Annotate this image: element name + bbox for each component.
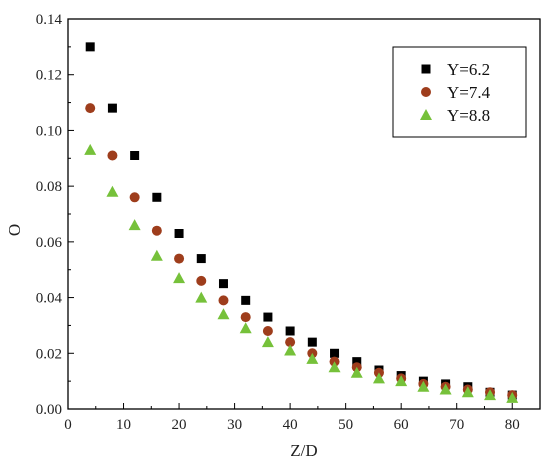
data-point-3 [461,386,474,398]
data-point-2 [174,253,185,264]
y-tick-label: 0.10 [36,123,62,139]
data-point-3 [439,383,452,395]
data-point-3 [128,219,141,231]
data-point-2 [218,295,229,306]
x-axis-title: Z/D [290,441,317,460]
legend: Y=6.2 Y=7.4 Y=8.8 [392,46,527,138]
y-tick-label: 0.06 [36,235,63,251]
data-point-1 [307,337,317,347]
data-point-3 [173,272,186,284]
axis-ticks: 0 10 20 30 40 50 60 70 80 0.00 0.02 0.04 0.06 0.08 0.1… [36,12,520,433]
data-point-1 [352,357,362,367]
data-point-3 [284,344,297,356]
data-point-2 [285,337,296,348]
data-point-1 [241,295,251,305]
x-tick-label: 0 [64,417,72,433]
y-axis-title: O [5,224,24,236]
y-tick-label: 0.12 [36,68,62,84]
x-tick-label: 60 [394,417,409,433]
data-point-3 [328,361,341,373]
data-point-1 [218,279,228,289]
data-point-1 [130,151,140,160]
legend-label-2: Y=7.4 [447,83,491,102]
legend-marker-3 [420,109,432,120]
x-tick-label: 30 [227,417,242,433]
legend-label-1: Y=6.2 [447,60,490,79]
data-point-1 [196,254,206,264]
data-point-3 [239,322,252,334]
data-point-1 [285,326,295,336]
data-points [84,42,519,403]
data-point-2 [107,150,118,161]
data-point-1 [330,348,340,358]
data-point-3 [306,352,319,364]
legend-marker-2 [421,87,431,97]
y-tick-label: 0.14 [36,12,63,28]
legend-marker-1 [421,64,431,74]
data-point-3 [484,389,497,401]
legend-box [392,46,527,138]
data-point-3 [372,372,385,384]
y-tick-label: 0.08 [36,179,62,195]
y-tick-label: 0.04 [36,291,63,307]
legend-label-3: Y=8.8 [447,106,490,125]
x-tick-label: 50 [338,417,353,433]
data-point-2 [196,275,207,286]
data-point-2 [262,326,273,336]
data-point-1 [152,192,162,202]
data-point-3 [350,366,363,378]
data-point-3 [195,291,208,303]
data-point-1 [263,312,273,322]
data-point-3 [106,185,119,197]
data-point-2 [151,225,162,236]
data-point-3 [261,336,274,348]
data-point-1 [107,103,117,113]
x-tick-label: 80 [505,417,520,433]
x-tick-label: 10 [116,417,131,433]
x-tick-label: 70 [449,417,464,433]
x-tick-label: 40 [283,417,298,433]
data-point-3 [84,143,97,155]
data-point-2 [129,192,140,203]
data-point-3 [506,391,519,403]
data-point-2 [85,103,96,114]
data-point-3 [417,380,430,392]
data-point-3 [217,308,230,320]
y-tick-label: 0.00 [36,402,62,418]
x-tick-label: 20 [172,417,187,433]
data-point-3 [395,375,408,387]
data-point-2 [240,312,251,323]
data-point-1 [85,42,95,52]
data-point-3 [150,249,163,261]
data-point-1 [174,229,184,238]
y-tick-label: 0.02 [36,346,62,362]
